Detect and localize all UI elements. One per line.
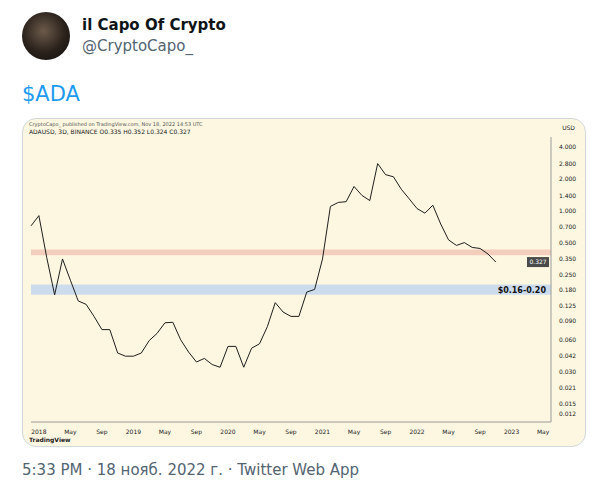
svg-text:0.042: 0.042 xyxy=(559,352,576,359)
svg-text:2022: 2022 xyxy=(409,428,424,435)
svg-text:May: May xyxy=(442,428,455,436)
html-text:$ADA: $ADA xyxy=(22,82,80,106)
svg-text:May: May xyxy=(537,428,550,436)
svg-text:0.250: 0.250 xyxy=(559,271,576,278)
svg-text:0.021: 0.021 xyxy=(559,384,576,391)
svg-text:May: May xyxy=(64,428,77,436)
svg-text:1.000: 1.000 xyxy=(559,207,576,214)
svg-text:May: May xyxy=(348,428,361,436)
svg-text:0.015: 0.015 xyxy=(559,400,576,407)
svg-text:Sep: Sep xyxy=(191,428,203,436)
svg-text:Sep: Sep xyxy=(96,428,108,436)
html-text:CryptoCapo_ published on Tradi: CryptoCapo_ published on TradingView.com… xyxy=(29,121,203,127)
svg-text:Sep: Sep xyxy=(474,428,486,436)
svg-text:2020: 2020 xyxy=(220,428,235,435)
svg-text:Sep: Sep xyxy=(285,428,297,436)
svg-text:4.000: 4.000 xyxy=(559,143,576,150)
svg-text:2021: 2021 xyxy=(315,428,330,435)
svg-text:2019: 2019 xyxy=(126,428,141,435)
svg-text:2.800: 2.800 xyxy=(559,160,576,167)
svg-text:2018: 2018 xyxy=(31,428,46,435)
svg-text:2.000: 2.000 xyxy=(559,175,576,182)
svg-text:0.180: 0.180 xyxy=(559,286,576,293)
svg-text:0.500: 0.500 xyxy=(559,239,576,246)
html-text:il Capo Of Crypto: il Capo Of Crypto xyxy=(82,16,226,34)
svg-text:1.400: 1.400 xyxy=(559,192,576,199)
html-text:USD: USD xyxy=(562,124,575,131)
svg-text:May: May xyxy=(159,428,172,436)
svg-text:0.700: 0.700 xyxy=(559,223,576,230)
svg-text:0.125: 0.125 xyxy=(559,302,576,309)
html-text:ADAUSD, 3D, BINANCE O0.335 H0.: ADAUSD, 3D, BINANCE O0.335 H0.352 L0.324… xyxy=(29,128,191,135)
svg-text:Sep: Sep xyxy=(380,428,392,436)
html-text:TradingView: TradingView xyxy=(29,436,71,443)
html-text:@CryptoCapo_: @CryptoCapo_ xyxy=(82,37,193,55)
svg-text:0.327: 0.327 xyxy=(529,258,546,265)
svg-text:0.030: 0.030 xyxy=(559,368,576,375)
svg-text:2023: 2023 xyxy=(504,428,519,435)
svg-text:0.350: 0.350 xyxy=(559,255,576,262)
svg-text:$0.16-0.20: $0.16-0.20 xyxy=(498,286,547,295)
svg-text:0.012: 0.012 xyxy=(559,410,576,417)
html-text:5:33 PM · 18 нояб. 2022 г. · T: 5:33 PM · 18 нояб. 2022 г. · Twitter Web… xyxy=(22,461,360,479)
svg-text:0.060: 0.060 xyxy=(559,336,576,343)
svg-text:0.090: 0.090 xyxy=(559,317,576,324)
svg-text:May: May xyxy=(253,428,266,436)
